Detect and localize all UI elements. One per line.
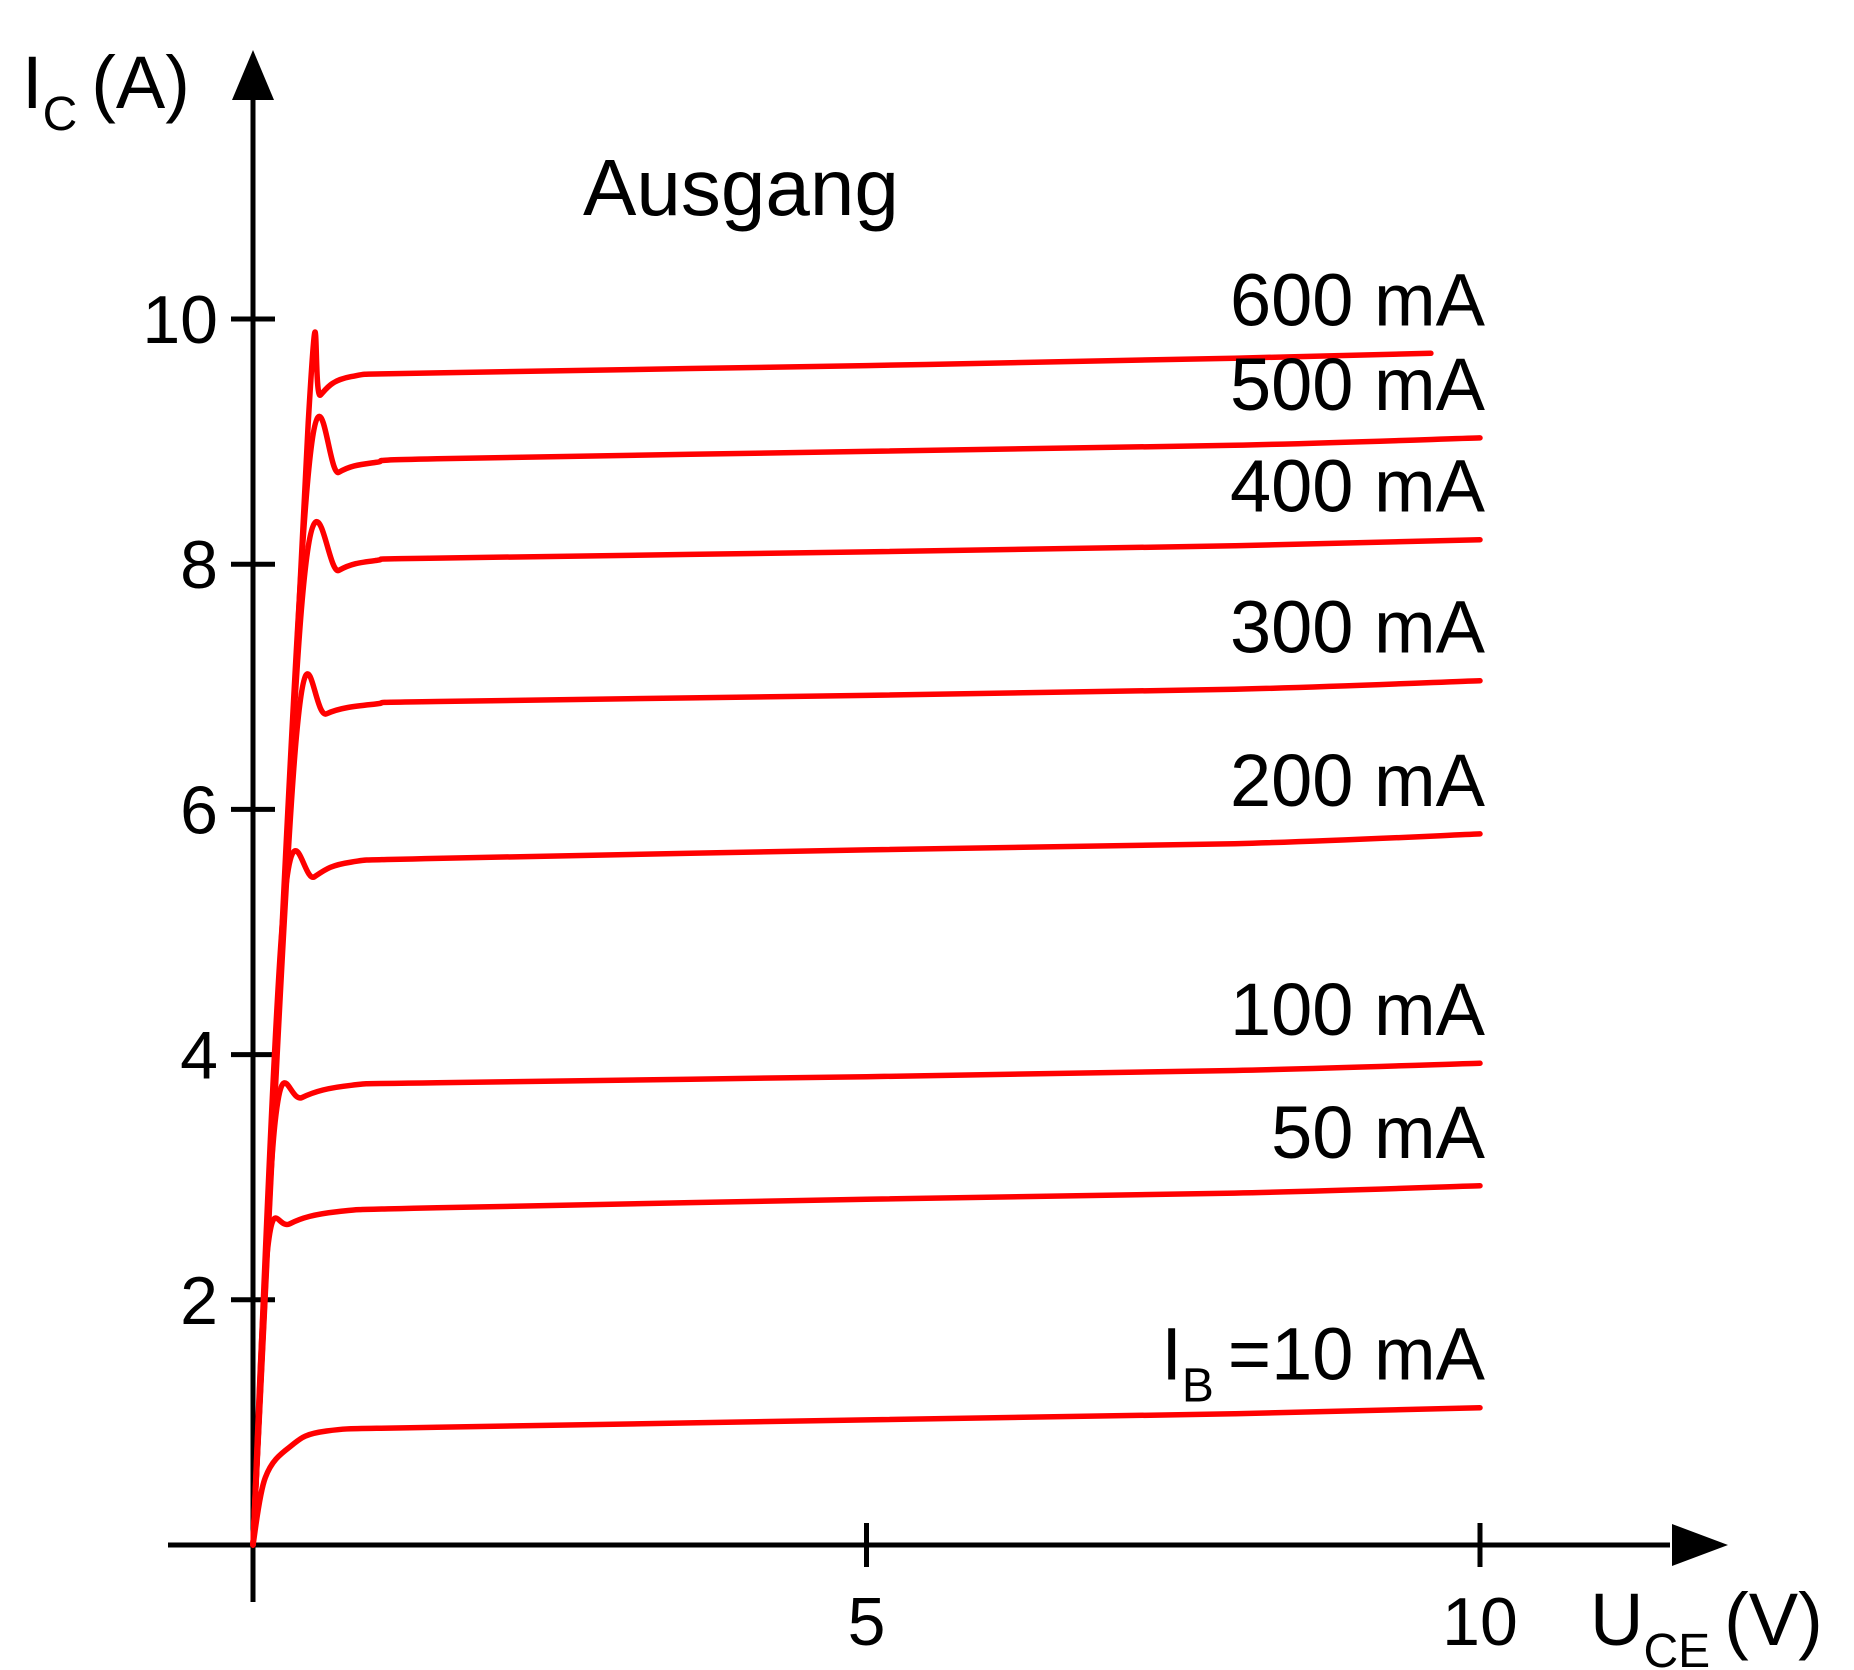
series-label-prefix-sub: B [1182,1360,1214,1413]
x-axis-arrow [1672,1524,1728,1566]
y-axis-arrow [232,50,274,100]
series-label-7: 600 mA [1230,258,1486,341]
series-label-4: 300 mA [1230,586,1486,669]
series-line-0 [250,1404,1483,1548]
y-tick-label: 2 [180,1263,218,1339]
ticks: 5 10 2 4 6 8 10 [142,282,1517,1660]
x-tick-label: 10 [1442,1584,1518,1660]
series-label-name: =10 mA [1228,1313,1486,1396]
x-axis-label-sub: CE [1643,1625,1710,1670]
series-label-6: 500 mA [1230,343,1486,426]
series-line-7 [250,329,1434,1548]
chart-title: Ausgang [583,143,899,232]
y-axis-label: IC (A) [22,41,190,141]
y-axis-label-unit: (A) [91,41,190,124]
y-tick-label: 8 [180,527,218,603]
series-labels: IB =10 mA 50 mA 100 mA 200 mA 300 mA 400 mA 500… [1161,258,1485,1412]
y-axis-label-main: I [22,41,43,124]
y-axis-label-sub: C [43,88,78,141]
series-label-0: IB =10 mA [1161,1313,1485,1413]
x-axis-label-unit: (V) [1724,1578,1823,1661]
x-axis-label-main: U [1590,1578,1643,1661]
x-tick-label: 5 [848,1584,886,1660]
y-tick-label: 6 [180,772,218,848]
x-axis-label: UCE (V) [1590,1578,1823,1670]
axes [168,50,1728,1602]
y-tick-label: 4 [180,1018,218,1094]
series-label-5: 400 mA [1230,445,1486,528]
series-lines [250,329,1483,1548]
series-label-prefix: I [1161,1313,1182,1396]
series-label-2: 100 mA [1230,968,1486,1051]
series-label-1: 50 mA [1271,1091,1486,1174]
y-tick-label: 10 [142,282,218,358]
series-label-3: 200 mA [1230,739,1486,822]
